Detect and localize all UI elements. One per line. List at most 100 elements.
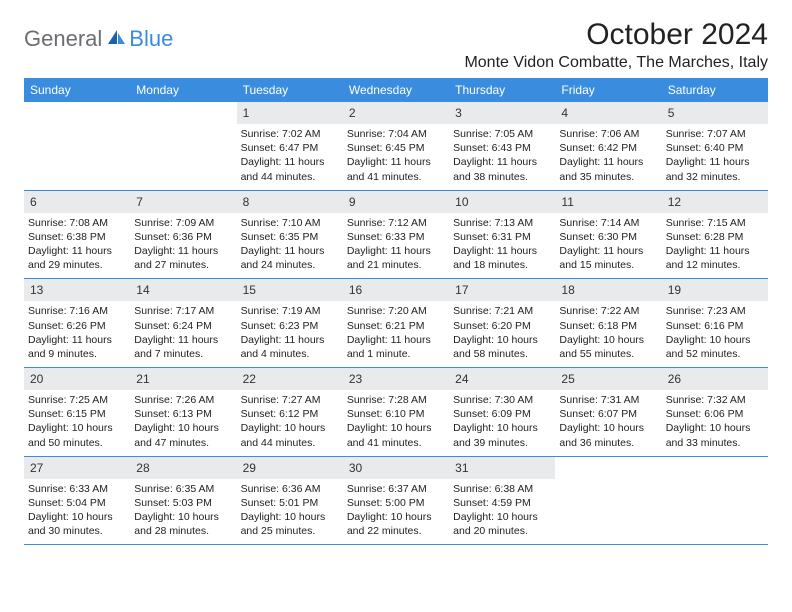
day-number: 13 xyxy=(30,283,43,297)
sunrise-line: Sunrise: 7:31 AM xyxy=(559,393,657,407)
day-number-bar: 30 xyxy=(343,457,449,479)
calendar-day-cell: 2Sunrise: 7:04 AMSunset: 6:45 PMDaylight… xyxy=(343,102,449,190)
daylight-line-2: and 25 minutes. xyxy=(241,524,339,538)
daylight-line-2: and 18 minutes. xyxy=(453,258,551,272)
daylight-line-2: and 41 minutes. xyxy=(347,436,445,450)
sunrise-line: Sunrise: 7:06 AM xyxy=(559,127,657,141)
day-number-bar: 14 xyxy=(130,279,236,301)
calendar-day-cell: 6Sunrise: 7:08 AMSunset: 6:38 PMDaylight… xyxy=(24,191,130,279)
calendar-day-cell: 18Sunrise: 7:22 AMSunset: 6:18 PMDayligh… xyxy=(555,279,661,367)
calendar-day-cell: 30Sunrise: 6:37 AMSunset: 5:00 PMDayligh… xyxy=(343,457,449,545)
sunrise-line: Sunrise: 7:28 AM xyxy=(347,393,445,407)
day-number-bar: 31 xyxy=(449,457,555,479)
calendar-day-cell: 5Sunrise: 7:07 AMSunset: 6:40 PMDaylight… xyxy=(662,102,768,190)
day-number-bar: 10 xyxy=(449,191,555,213)
calendar-day-cell: 4Sunrise: 7:06 AMSunset: 6:42 PMDaylight… xyxy=(555,102,661,190)
sunrise-line: Sunrise: 7:22 AM xyxy=(559,304,657,318)
sunset-line: Sunset: 5:04 PM xyxy=(28,496,126,510)
daylight-line-2: and 41 minutes. xyxy=(347,170,445,184)
daylight-line-1: Daylight: 11 hours xyxy=(347,155,445,169)
day-number-bar: 16 xyxy=(343,279,449,301)
calendar-day-cell: 7Sunrise: 7:09 AMSunset: 6:36 PMDaylight… xyxy=(130,191,236,279)
day-number-bar: 9 xyxy=(343,191,449,213)
sunrise-line: Sunrise: 7:20 AM xyxy=(347,304,445,318)
sunset-line: Sunset: 6:21 PM xyxy=(347,319,445,333)
daylight-line-1: Daylight: 10 hours xyxy=(347,421,445,435)
calendar-day-cell: 9Sunrise: 7:12 AMSunset: 6:33 PMDaylight… xyxy=(343,191,449,279)
daylight-line-1: Daylight: 11 hours xyxy=(347,333,445,347)
daylight-line-2: and 4 minutes. xyxy=(241,347,339,361)
day-number: 1 xyxy=(243,106,250,120)
daylight-line-2: and 12 minutes. xyxy=(666,258,764,272)
daylight-line-2: and 55 minutes. xyxy=(559,347,657,361)
daylight-line-1: Daylight: 11 hours xyxy=(666,155,764,169)
title-block: October 2024 Monte Vidon Combatte, The M… xyxy=(464,18,768,72)
day-number-bar: 25 xyxy=(555,368,661,390)
daylight-line-1: Daylight: 11 hours xyxy=(559,244,657,258)
daylight-line-1: Daylight: 10 hours xyxy=(559,333,657,347)
calendar-week-row: 27Sunrise: 6:33 AMSunset: 5:04 PMDayligh… xyxy=(24,457,768,546)
day-number: 11 xyxy=(561,195,573,209)
sunrise-line: Sunrise: 7:30 AM xyxy=(453,393,551,407)
day-number: 25 xyxy=(561,372,574,386)
calendar-day-cell: 19Sunrise: 7:23 AMSunset: 6:16 PMDayligh… xyxy=(662,279,768,367)
day-number: 19 xyxy=(668,283,681,297)
day-number-bar: 27 xyxy=(24,457,130,479)
daylight-line-2: and 21 minutes. xyxy=(347,258,445,272)
sunset-line: Sunset: 4:59 PM xyxy=(453,496,551,510)
daylight-line-2: and 30 minutes. xyxy=(28,524,126,538)
day-number-bar: 21 xyxy=(130,368,236,390)
calendar-week-row: 6Sunrise: 7:08 AMSunset: 6:38 PMDaylight… xyxy=(24,191,768,280)
daylight-line-2: and 29 minutes. xyxy=(28,258,126,272)
daylight-line-1: Daylight: 10 hours xyxy=(559,421,657,435)
day-number: 30 xyxy=(349,461,362,475)
day-number-bar: 23 xyxy=(343,368,449,390)
day-number: 24 xyxy=(455,372,468,386)
daylight-line-2: and 1 minute. xyxy=(347,347,445,361)
sunset-line: Sunset: 6:13 PM xyxy=(134,407,232,421)
sunset-line: Sunset: 6:30 PM xyxy=(559,230,657,244)
day-number: 7 xyxy=(136,195,143,209)
sunset-line: Sunset: 6:35 PM xyxy=(241,230,339,244)
calendar-day-cell: 13Sunrise: 7:16 AMSunset: 6:26 PMDayligh… xyxy=(24,279,130,367)
sunset-line: Sunset: 6:18 PM xyxy=(559,319,657,333)
calendar-week-row: 13Sunrise: 7:16 AMSunset: 6:26 PMDayligh… xyxy=(24,279,768,368)
calendar-day-cell: 1Sunrise: 7:02 AMSunset: 6:47 PMDaylight… xyxy=(237,102,343,190)
day-number-bar: 22 xyxy=(237,368,343,390)
daylight-line-2: and 50 minutes. xyxy=(28,436,126,450)
daylight-line-2: and 15 minutes. xyxy=(559,258,657,272)
header: General Blue October 2024 Monte Vidon Co… xyxy=(24,18,768,72)
daylight-line-2: and 7 minutes. xyxy=(134,347,232,361)
daylight-line-2: and 24 minutes. xyxy=(241,258,339,272)
daylight-line-2: and 20 minutes. xyxy=(453,524,551,538)
calendar-day-cell: 27Sunrise: 6:33 AMSunset: 5:04 PMDayligh… xyxy=(24,457,130,545)
sunset-line: Sunset: 6:12 PM xyxy=(241,407,339,421)
sunset-line: Sunset: 6:43 PM xyxy=(453,141,551,155)
calendar-day-cell: 3Sunrise: 7:05 AMSunset: 6:43 PMDaylight… xyxy=(449,102,555,190)
calendar-day-cell: 17Sunrise: 7:21 AMSunset: 6:20 PMDayligh… xyxy=(449,279,555,367)
sunrise-line: Sunrise: 6:37 AM xyxy=(347,482,445,496)
day-number-bar: 20 xyxy=(24,368,130,390)
daylight-line-1: Daylight: 10 hours xyxy=(453,333,551,347)
day-number-bar: 1 xyxy=(237,102,343,124)
daylight-line-2: and 27 minutes. xyxy=(134,258,232,272)
sunrise-line: Sunrise: 7:26 AM xyxy=(134,393,232,407)
calendar-day-cell: 23Sunrise: 7:28 AMSunset: 6:10 PMDayligh… xyxy=(343,368,449,456)
day-number: 14 xyxy=(136,283,149,297)
daylight-line-1: Daylight: 11 hours xyxy=(241,155,339,169)
daylight-line-1: Daylight: 11 hours xyxy=(347,244,445,258)
daylight-line-2: and 36 minutes. xyxy=(559,436,657,450)
daylight-line-2: and 47 minutes. xyxy=(134,436,232,450)
day-number: 6 xyxy=(30,195,37,209)
sunrise-line: Sunrise: 7:19 AM xyxy=(241,304,339,318)
daylight-line-1: Daylight: 11 hours xyxy=(666,244,764,258)
day-number: 3 xyxy=(455,106,462,120)
sunset-line: Sunset: 6:07 PM xyxy=(559,407,657,421)
daylight-line-1: Daylight: 11 hours xyxy=(28,244,126,258)
daylight-line-2: and 33 minutes. xyxy=(666,436,764,450)
calendar-day-cell xyxy=(130,102,236,190)
calendar-day-cell: 14Sunrise: 7:17 AMSunset: 6:24 PMDayligh… xyxy=(130,279,236,367)
sunrise-line: Sunrise: 6:35 AM xyxy=(134,482,232,496)
day-number-bar: 13 xyxy=(24,279,130,301)
day-number: 27 xyxy=(30,461,43,475)
